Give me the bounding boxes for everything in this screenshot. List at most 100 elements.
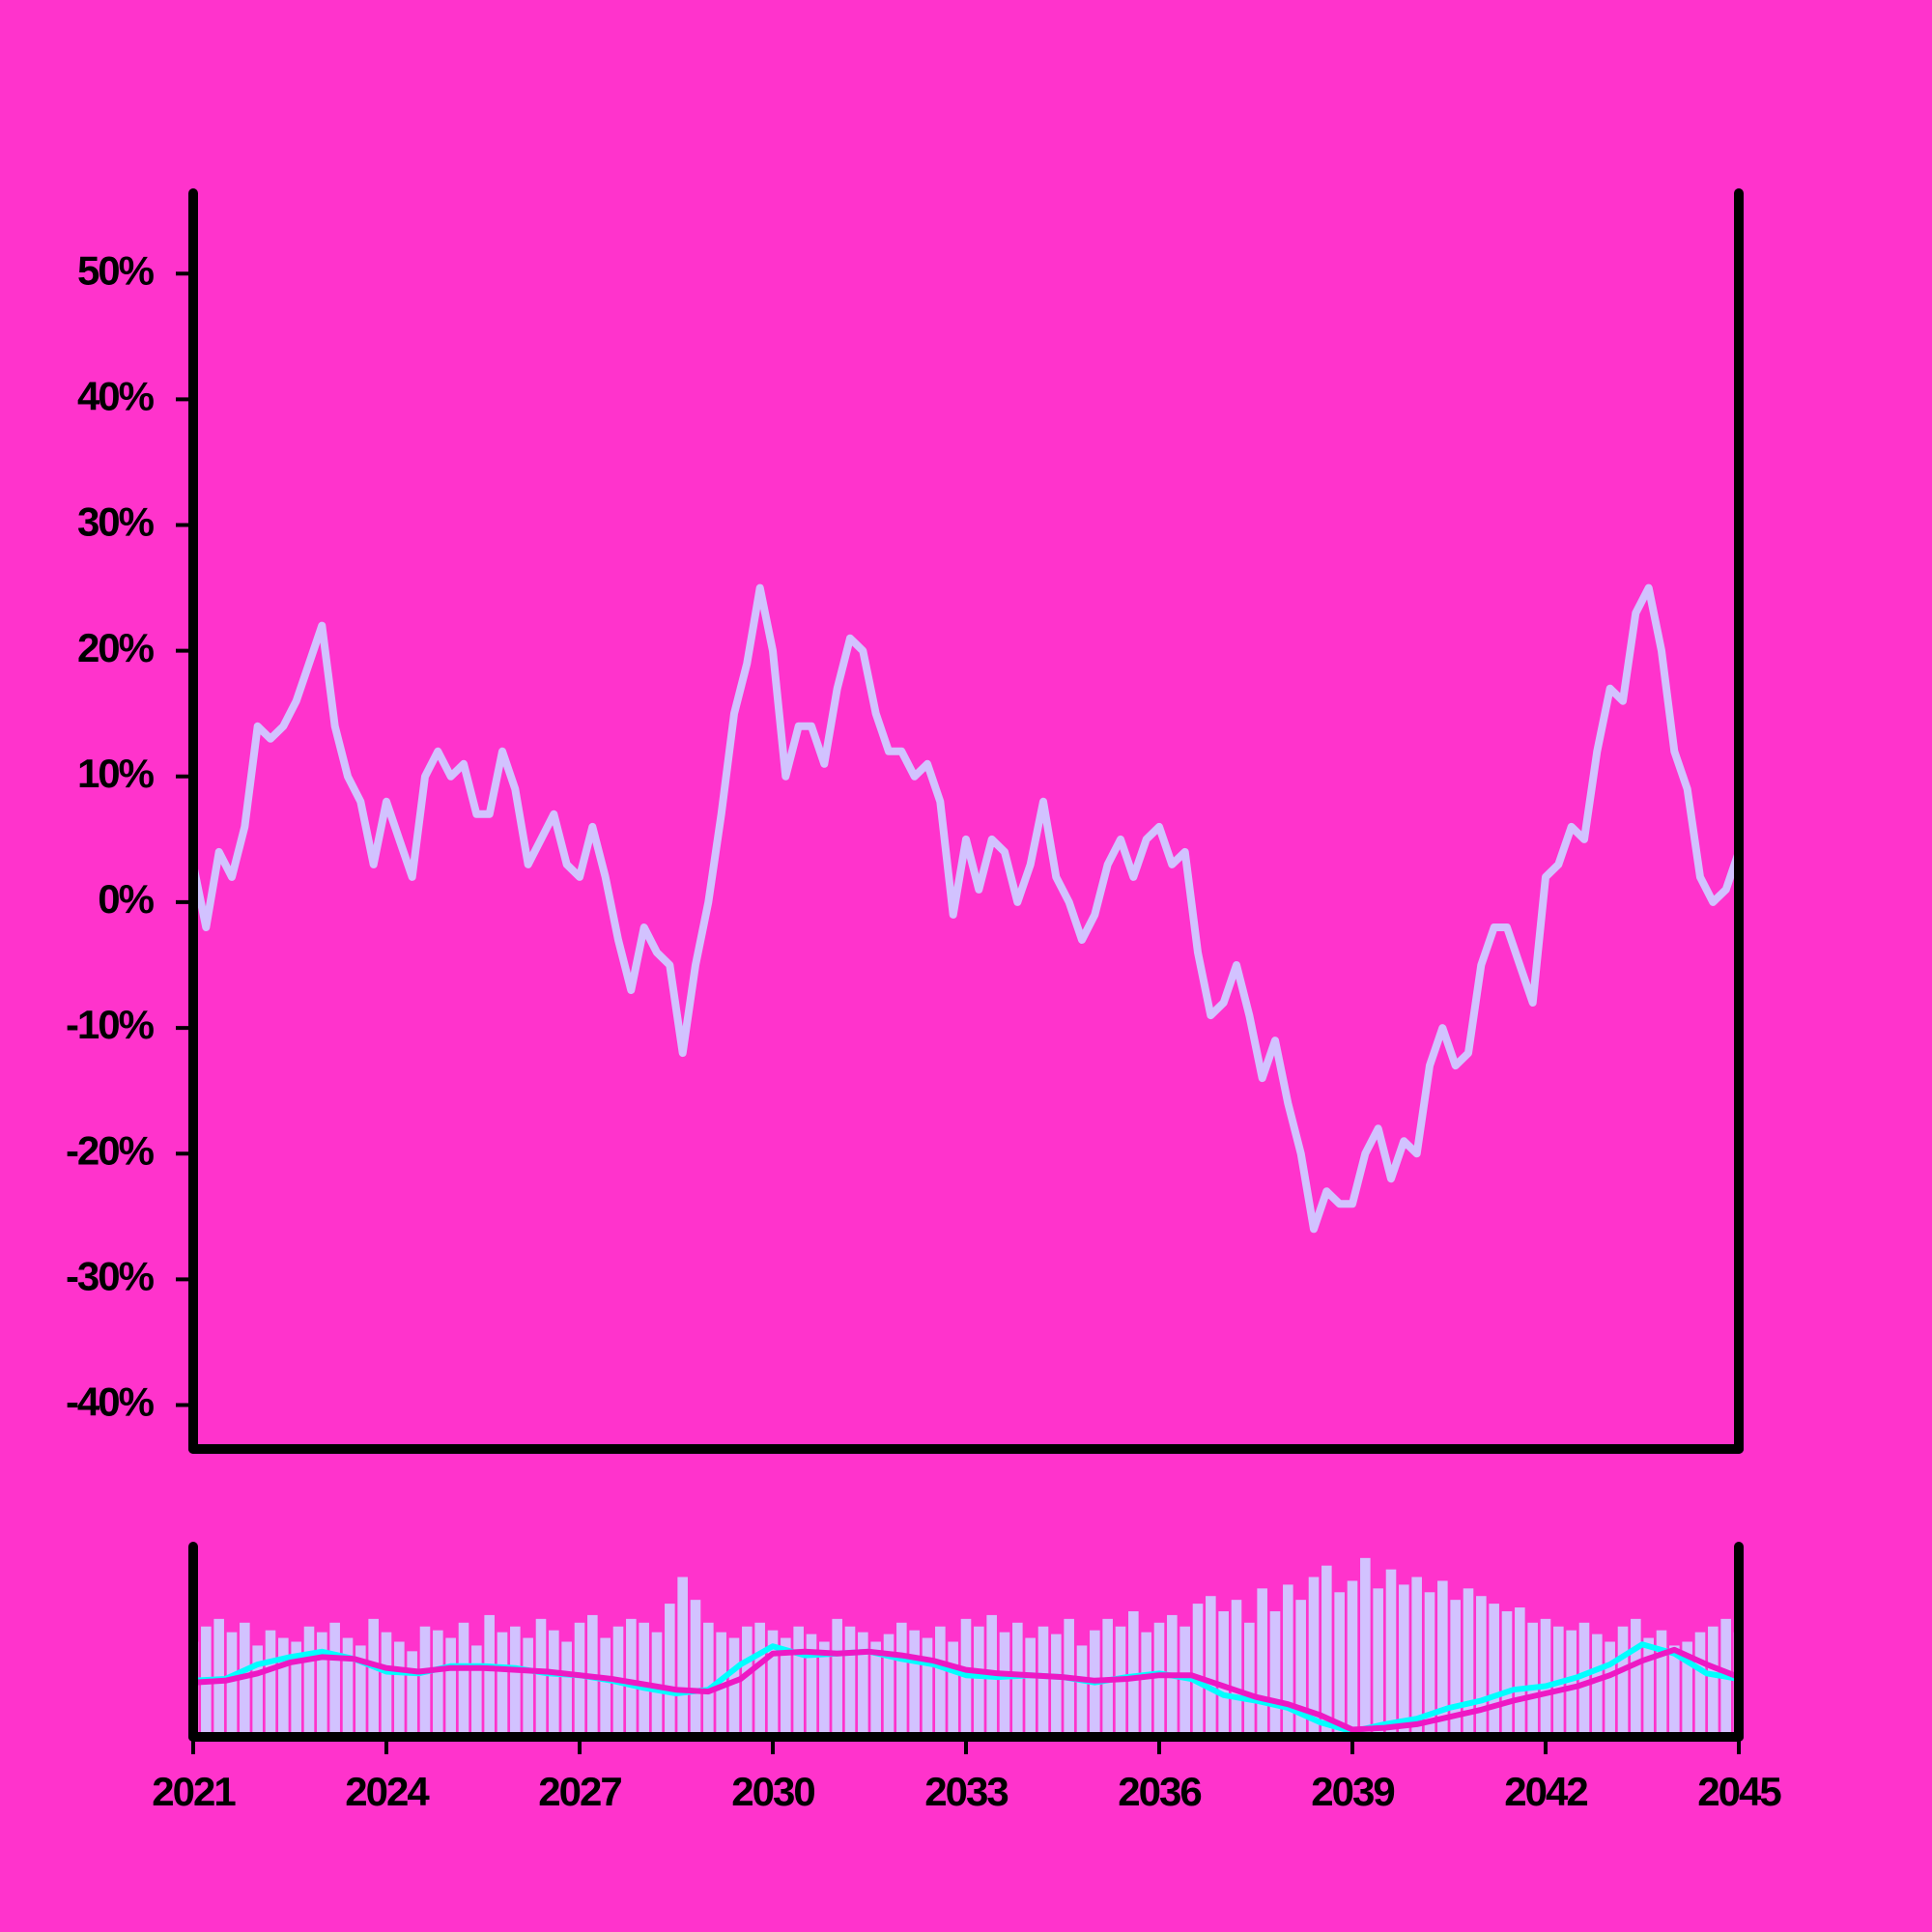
data-line (193, 583, 1739, 1234)
x-tick-label: 2030 (731, 1769, 814, 1814)
y-tick-label: 20% (77, 625, 155, 670)
bar (484, 1614, 495, 1737)
bar (1025, 1637, 1036, 1737)
bar (1037, 1626, 1049, 1737)
bar (793, 1626, 804, 1737)
bar (1643, 1637, 1654, 1737)
bar (1192, 1604, 1204, 1737)
bar (1476, 1596, 1487, 1737)
bar (1411, 1577, 1422, 1737)
bar (1360, 1557, 1371, 1737)
bar (883, 1634, 895, 1737)
bar (355, 1645, 366, 1737)
bar (1682, 1641, 1692, 1737)
bar (935, 1626, 946, 1737)
bar (394, 1641, 405, 1737)
bar (1631, 1618, 1641, 1737)
x-tick-label: 2042 (1504, 1769, 1587, 1814)
bar (1257, 1588, 1267, 1737)
bar (1463, 1588, 1474, 1737)
bar (999, 1632, 1010, 1737)
bar (1527, 1622, 1538, 1737)
bar (1399, 1584, 1409, 1737)
bar (600, 1637, 611, 1737)
bar (922, 1637, 933, 1737)
bar (226, 1632, 238, 1737)
bar (844, 1626, 856, 1737)
bar (1385, 1569, 1397, 1737)
bar (767, 1630, 779, 1737)
bar (909, 1630, 920, 1737)
bar (677, 1577, 688, 1737)
bar (1141, 1632, 1151, 1737)
bar (1347, 1580, 1358, 1737)
x-tick-label: 2033 (924, 1769, 1008, 1814)
bar (974, 1626, 984, 1737)
bar (303, 1626, 315, 1737)
volume-panel: 2021 2024 2027 2030 2033 2036 2039 2042 2045 (152, 1557, 1783, 1814)
bar (754, 1622, 765, 1737)
bar (781, 1637, 791, 1737)
bar (1321, 1565, 1332, 1737)
bar (1206, 1596, 1216, 1737)
bar (1051, 1634, 1062, 1737)
bar (419, 1626, 431, 1737)
bar (832, 1618, 842, 1737)
x-tick-label: 2039 (1311, 1769, 1394, 1814)
x-tick-label: 2036 (1118, 1769, 1201, 1814)
bar (626, 1618, 637, 1737)
bar (471, 1645, 482, 1737)
bar (1373, 1588, 1383, 1737)
bar (342, 1637, 354, 1737)
bar (1334, 1592, 1345, 1737)
bar (1179, 1626, 1190, 1737)
bar (1656, 1630, 1667, 1737)
bar (381, 1632, 392, 1737)
bar (1566, 1630, 1577, 1737)
bar (317, 1632, 327, 1737)
bar (574, 1622, 585, 1737)
y-tick-label: 10% (77, 751, 155, 796)
bar (896, 1622, 907, 1737)
y-tick-label: 40% (77, 374, 155, 419)
bar (1153, 1622, 1165, 1737)
bar (742, 1626, 753, 1737)
bar (523, 1637, 533, 1737)
bar (728, 1637, 740, 1737)
y-tick-label: 0% (98, 876, 154, 922)
plot-area: -40% -30% -20% -10% 0% 10% 20% 30% 40% 50% (66, 247, 1739, 1425)
main-panel: -40% -30% -20% -10% 0% 10% 20% 30% 40% 50% (66, 247, 1739, 1425)
bar (1605, 1641, 1615, 1737)
bar (291, 1641, 301, 1737)
bar (948, 1641, 958, 1737)
bar (510, 1626, 521, 1737)
bar (690, 1600, 701, 1737)
y-tick-label: 30% (77, 499, 155, 545)
y-tick-label: 50% (77, 247, 155, 293)
bar (1708, 1626, 1719, 1737)
y-tick-label: -40% (66, 1379, 155, 1425)
bar (1231, 1600, 1242, 1737)
bar (1694, 1632, 1706, 1737)
bar (665, 1604, 675, 1737)
bar (819, 1641, 830, 1737)
bar (1012, 1622, 1023, 1737)
bar (445, 1637, 456, 1737)
bar (1489, 1604, 1499, 1737)
bar (1669, 1645, 1680, 1737)
data-line (193, 1646, 1739, 1733)
y-tick-label: -10% (66, 1002, 155, 1047)
bar (1424, 1592, 1435, 1737)
bar (1269, 1610, 1281, 1737)
x-tick-label: 2045 (1697, 1769, 1781, 1814)
bar (806, 1634, 817, 1737)
bar (265, 1630, 276, 1737)
x-tick-label: 2021 (152, 1769, 236, 1814)
bar (535, 1618, 547, 1737)
bar (1515, 1607, 1525, 1737)
bar (1283, 1584, 1293, 1737)
y-tick-label: -20% (66, 1127, 155, 1173)
